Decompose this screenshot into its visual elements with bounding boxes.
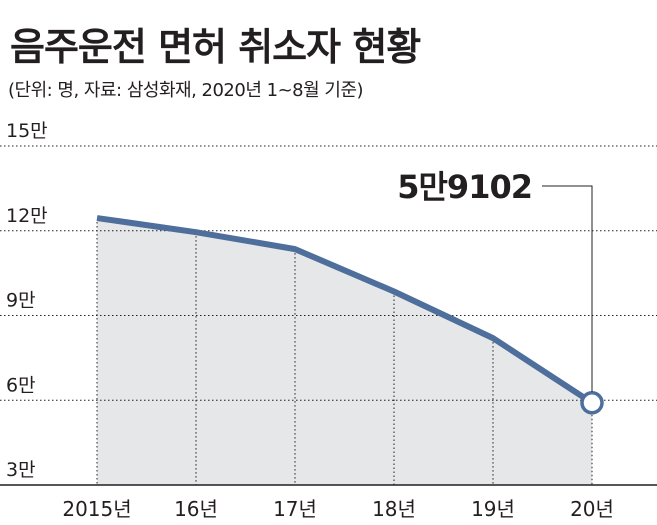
series-line xyxy=(96,215,594,406)
x-tick-label: 20년 xyxy=(570,497,614,521)
callout-layer: 5만9102 xyxy=(397,168,593,392)
x-tick-label: 19년 xyxy=(471,497,515,521)
x-tick-label: 2015년 xyxy=(62,497,131,521)
y-tick-label: 9만 xyxy=(6,290,36,312)
chart-title: 음주운전 면허 취소자 현황 xyxy=(10,25,421,69)
y-tick-label: 12만 xyxy=(6,205,48,227)
end-point-marker xyxy=(580,391,604,415)
x-tick-label: 16년 xyxy=(174,497,218,521)
x-tick-label: 17년 xyxy=(273,497,317,521)
area-layer xyxy=(97,218,592,485)
callout-leader-line xyxy=(542,185,593,392)
x-tick-label: 18년 xyxy=(372,497,416,521)
callout-label: 5만9102 xyxy=(397,168,532,206)
y-tick-label: 6만 xyxy=(6,374,36,396)
y-axis-ticks: 15만 12만 9만 6만 3만 xyxy=(6,120,48,481)
area-fill xyxy=(97,218,592,485)
chart-subtitle: (단위: 명, 자료: 삼성화재, 2020년 1~8월 기준) xyxy=(8,80,364,101)
y-tick-label: 3만 xyxy=(6,459,36,481)
y-tick-label: 15만 xyxy=(6,120,48,142)
grid-layer xyxy=(0,145,657,486)
line-layer xyxy=(96,215,604,415)
vertical-guide-layer xyxy=(96,222,593,485)
x-axis-ticks: 2015년 16년 17년 18년 19년 20년 xyxy=(62,497,614,521)
